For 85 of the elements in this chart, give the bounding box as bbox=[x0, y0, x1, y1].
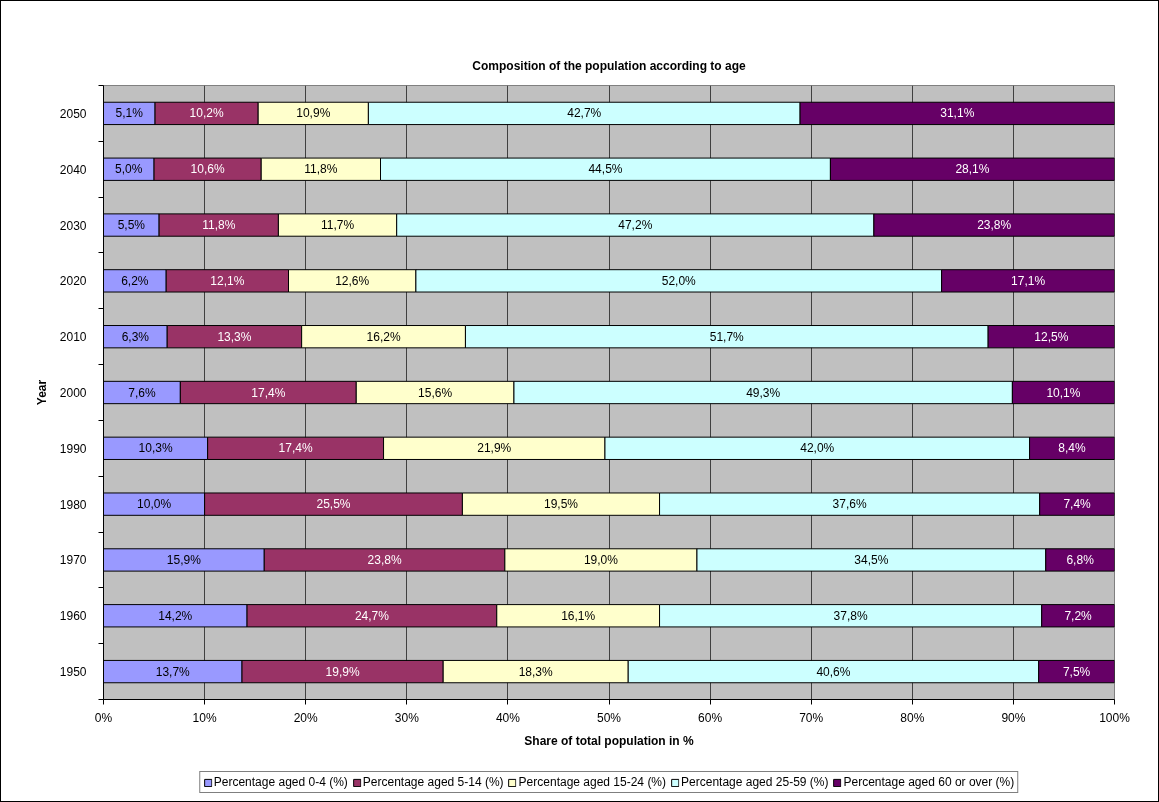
data-label: 10,1% bbox=[1046, 385, 1081, 400]
data-label: 10,9% bbox=[296, 106, 331, 121]
data-label: 14,2% bbox=[158, 608, 193, 623]
x-tick-label: 100% bbox=[1099, 710, 1131, 725]
data-label: 5,5% bbox=[117, 218, 146, 233]
x-tick-label: 60% bbox=[698, 710, 723, 725]
data-label: 47,2% bbox=[618, 218, 653, 233]
x-tick-label: 20% bbox=[293, 710, 319, 725]
x-axis-title: Share of total population in % bbox=[524, 733, 694, 748]
data-label: 52,0% bbox=[661, 273, 697, 288]
legend-label: Percentage aged 15-24 (%) bbox=[518, 775, 667, 789]
data-label: 7,6% bbox=[128, 385, 156, 400]
data-label: 12,1% bbox=[210, 273, 245, 288]
data-label: 6,8% bbox=[1066, 552, 1095, 567]
y-tick-label: 1960 bbox=[59, 609, 87, 624]
x-tick-label: 90% bbox=[1001, 710, 1026, 725]
data-label: 15,9% bbox=[166, 552, 202, 567]
data-label: 10,2% bbox=[189, 106, 224, 121]
data-label: 17,1% bbox=[1011, 273, 1046, 288]
data-label: 42,0% bbox=[800, 441, 835, 456]
data-label: 37,8% bbox=[833, 608, 868, 623]
legend-label: Percentage aged 25-59 (%) bbox=[681, 775, 829, 789]
data-label: 13,3% bbox=[217, 329, 252, 344]
data-label: 10,6% bbox=[190, 162, 225, 177]
data-label: 42,7% bbox=[567, 106, 602, 121]
data-label: 15,6% bbox=[418, 385, 453, 400]
data-label: 11,7% bbox=[320, 218, 355, 233]
data-label: 6,2% bbox=[121, 273, 149, 288]
data-label: 23,8% bbox=[977, 218, 1012, 233]
y-tick-label: 2050 bbox=[59, 106, 87, 121]
data-label: 28,1% bbox=[955, 162, 990, 177]
y-tick-label: 2000 bbox=[59, 386, 87, 400]
data-label: 16,1% bbox=[561, 608, 596, 623]
x-tick-label: 40% bbox=[495, 710, 521, 725]
y-tick-label: 2030 bbox=[59, 218, 87, 233]
y-tick-label: 2020 bbox=[59, 274, 87, 289]
data-label: 10,3% bbox=[138, 441, 173, 456]
data-label: 40,6% bbox=[816, 664, 851, 679]
data-label: 44,5% bbox=[588, 162, 623, 177]
data-label: 16,2% bbox=[366, 329, 401, 344]
data-label: 19,0% bbox=[583, 552, 619, 567]
data-label: 11,8% bbox=[202, 218, 236, 233]
legend-label: Percentage aged 5-14 (%) bbox=[362, 775, 504, 789]
x-tick-label: 80% bbox=[900, 710, 925, 725]
data-label: 17,4% bbox=[278, 441, 313, 456]
y-tick-label: 1990 bbox=[59, 441, 87, 456]
data-label: 51,7% bbox=[709, 329, 745, 344]
data-label: 19,5% bbox=[543, 497, 579, 512]
data-label: 37,6% bbox=[832, 497, 867, 512]
data-label: 12,5% bbox=[1034, 329, 1069, 344]
data-label: 6,3% bbox=[121, 329, 150, 344]
y-tick-label: 2040 bbox=[59, 162, 87, 177]
data-label: 18,3% bbox=[518, 664, 554, 679]
data-label: 7,5% bbox=[1062, 664, 1091, 679]
legend-label: Percentage aged 60 or over (%) bbox=[843, 775, 1015, 789]
data-label: 31,1% bbox=[940, 106, 975, 121]
data-label: 11,8% bbox=[304, 162, 338, 177]
data-label: 24,7% bbox=[354, 608, 390, 623]
data-label: 49,3% bbox=[746, 385, 781, 400]
data-label: 23,8% bbox=[367, 552, 402, 567]
data-label: 7,4% bbox=[1063, 497, 1092, 512]
y-tick-label: 1970 bbox=[59, 553, 87, 568]
data-label: 17,4% bbox=[251, 385, 286, 400]
data-label: 19,9% bbox=[325, 664, 360, 679]
data-label: 13,7% bbox=[155, 664, 191, 679]
data-label: 25,5% bbox=[316, 497, 351, 512]
x-tick-label: 70% bbox=[799, 710, 824, 725]
data-label: 8,4% bbox=[1058, 441, 1087, 456]
data-label: 34,5% bbox=[854, 552, 889, 567]
x-tick-label: 0% bbox=[94, 710, 113, 725]
data-label: 5,1% bbox=[115, 106, 144, 121]
data-label: 7,2% bbox=[1064, 608, 1093, 623]
x-tick-label: 30% bbox=[394, 710, 420, 725]
data-label: 21,9% bbox=[477, 441, 512, 456]
data-label: 10,0% bbox=[137, 497, 172, 512]
y-tick-label: 2010 bbox=[59, 330, 87, 345]
legend-label: Percentage aged 0-4 (%) bbox=[213, 775, 348, 789]
y-axis-title: Year bbox=[34, 379, 49, 406]
x-tick-label: 50% bbox=[596, 710, 622, 725]
data-label: 5,0% bbox=[115, 162, 143, 177]
x-tick-label: 10% bbox=[192, 710, 217, 725]
chart-title: Composition of the population according to age bbox=[472, 58, 746, 73]
y-tick-label: 1980 bbox=[59, 497, 87, 512]
data-label: 12,6% bbox=[335, 273, 370, 288]
y-tick-label: 1950 bbox=[59, 665, 87, 680]
